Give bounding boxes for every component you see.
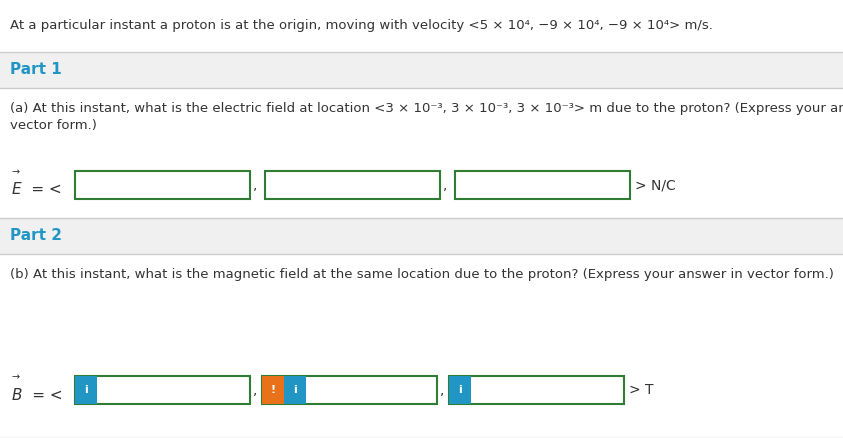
Text: Part 2: Part 2 <box>10 229 62 244</box>
Bar <box>449 376 624 404</box>
Bar <box>75 376 250 404</box>
Text: !: ! <box>271 385 276 395</box>
Text: ,: , <box>443 178 448 192</box>
Bar <box>449 376 471 404</box>
Bar <box>262 376 437 404</box>
Text: vector form.): vector form.) <box>10 119 97 132</box>
Text: (b) At this instant, what is the magnetic field at the same location due to the : (b) At this instant, what is the magneti… <box>10 268 834 281</box>
Bar <box>0 254 843 438</box>
Bar <box>284 376 306 404</box>
Text: > N/C: > N/C <box>635 178 676 192</box>
Text: →: → <box>12 372 20 382</box>
Bar <box>0 88 843 218</box>
Text: At a particular instant a proton is at the origin, moving with velocity <5 × 10⁴: At a particular instant a proton is at t… <box>10 20 713 32</box>
Text: i: i <box>84 385 88 395</box>
Bar <box>265 171 440 199</box>
Text: i: i <box>458 385 462 395</box>
Text: Part 1: Part 1 <box>10 63 62 78</box>
Bar <box>455 171 630 199</box>
Text: (a) At this instant, what is the electric field at location <3 × 10⁻³, 3 × 10⁻³,: (a) At this instant, what is the electri… <box>10 102 843 115</box>
Text: B  = <: B = < <box>12 388 62 403</box>
Bar <box>0 52 843 88</box>
Text: i: i <box>293 385 297 395</box>
Text: ,: , <box>253 178 257 192</box>
Text: ,: , <box>253 383 257 397</box>
Text: E  = <: E = < <box>12 183 62 198</box>
Bar <box>75 171 250 199</box>
Text: →: → <box>12 167 20 177</box>
Bar <box>75 376 97 404</box>
Bar <box>0 0 843 52</box>
Bar <box>0 218 843 254</box>
Text: > T: > T <box>629 383 653 397</box>
Text: ,: , <box>440 383 444 397</box>
Bar <box>262 376 284 404</box>
